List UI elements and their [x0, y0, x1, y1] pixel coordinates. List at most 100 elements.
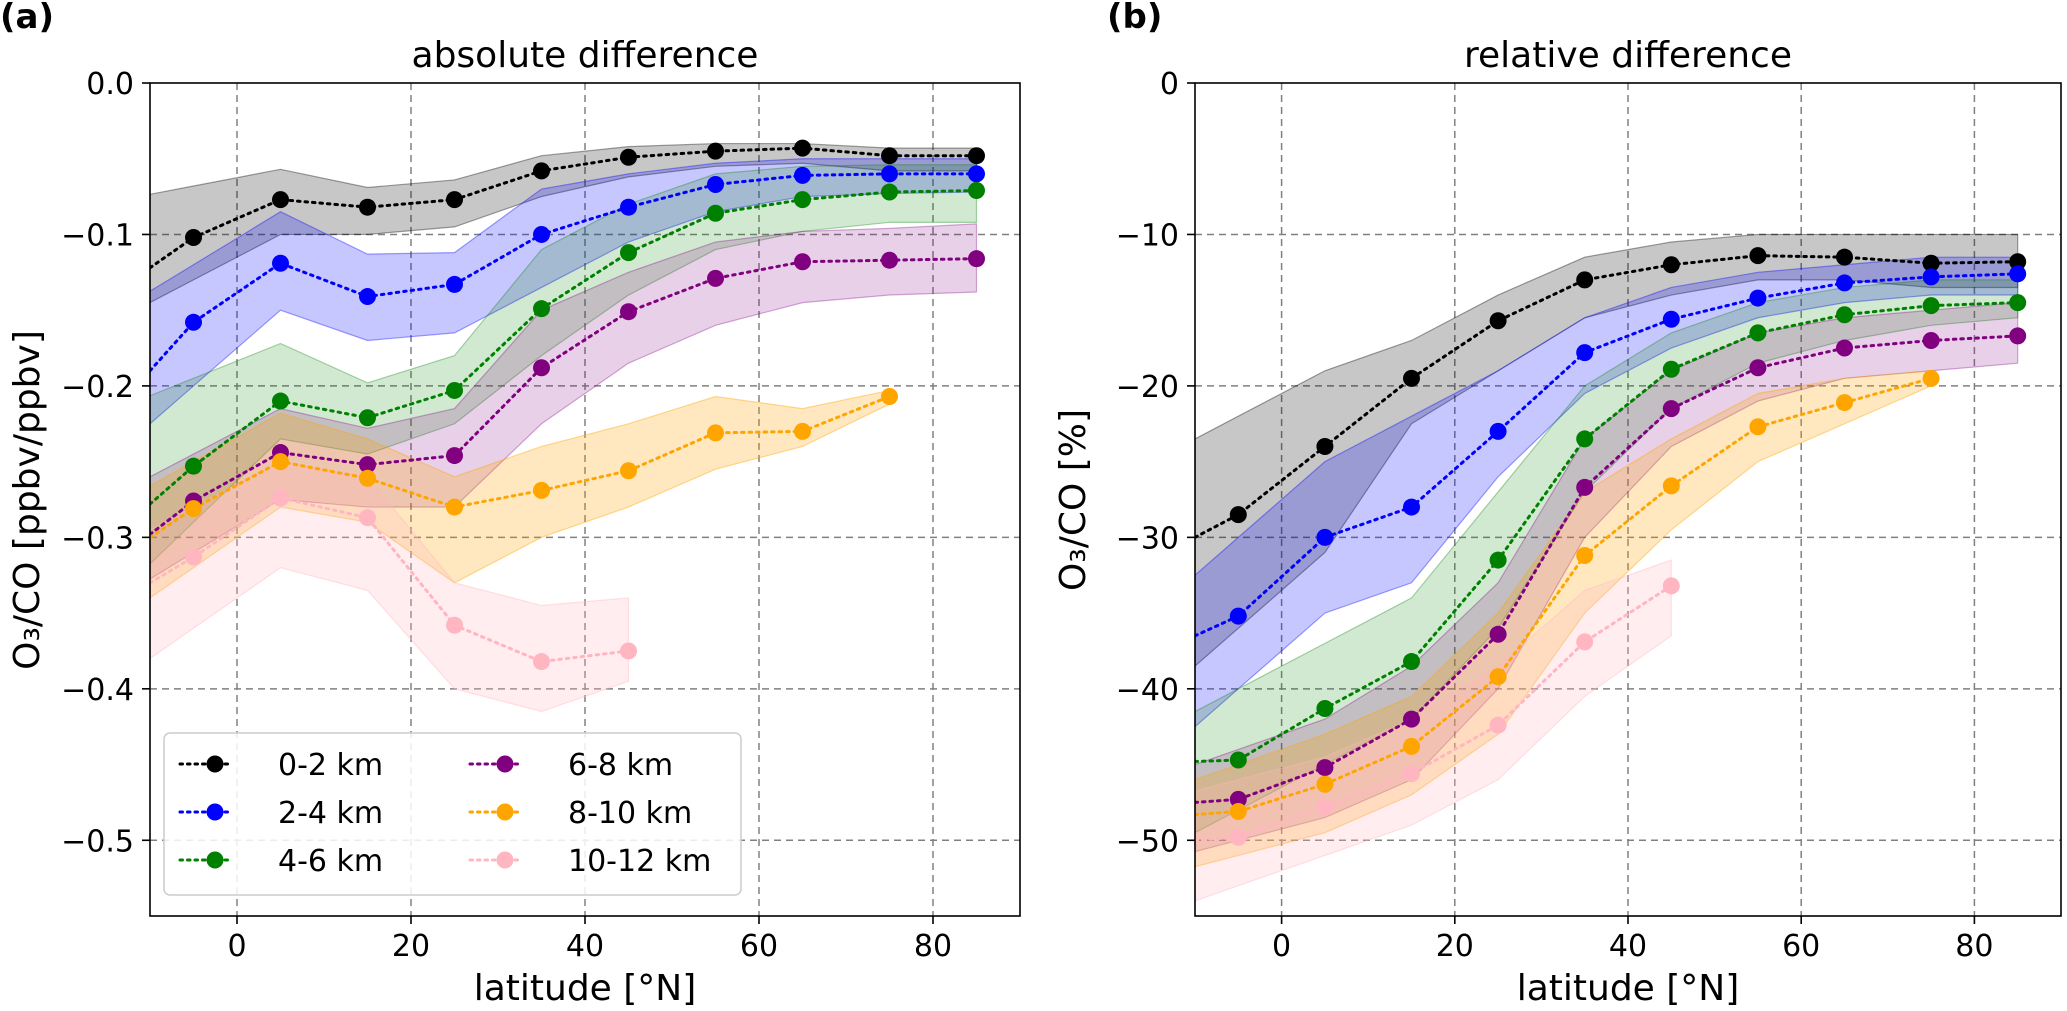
y-tick-label: −0.4 [61, 673, 134, 708]
point-0-2km [1316, 437, 1334, 455]
point-8-10km [620, 462, 637, 480]
point-4-6km [968, 182, 985, 200]
point-6-8km [446, 447, 463, 465]
point-2-4km [1229, 607, 1247, 625]
point-10-12km [272, 489, 289, 507]
point-0-2km [533, 162, 550, 180]
legend-entry: 8-10 km [468, 796, 692, 831]
point-6-8km [359, 456, 376, 474]
panel-relative-difference: (b) relative difference 0 20 40 60 80 0 −10 −2… [1053, 0, 2062, 1009]
y-tick-label: 0.0 [86, 67, 134, 102]
x-tick-label: 20 [1436, 929, 1474, 964]
point-4-6km [1489, 551, 1507, 569]
band-4-6km [150, 164, 978, 565]
point-6-8km [968, 250, 985, 268]
legend-entries: 0-2 km 2-4 km 4-6 km 6-8 km 8-10 km 10-12 km [178, 748, 711, 879]
point-4-6km [1836, 306, 1853, 324]
point-2-4km [1403, 498, 1420, 516]
point-10-12km [446, 616, 463, 634]
point-0-2km [1922, 254, 1940, 272]
point-2-4km [446, 275, 463, 293]
point-0-2km [359, 198, 376, 216]
point-2-4km [1836, 274, 1853, 292]
point-6-8km [1836, 339, 1853, 357]
point-0-2km [1489, 312, 1507, 330]
legend-marker [206, 851, 224, 869]
point-8-10km [1922, 369, 1940, 387]
point-8-10km [185, 500, 202, 518]
point-0-2km [1749, 247, 1767, 265]
legend-entry: 10-12 km [468, 844, 711, 879]
legend-marker [206, 755, 224, 773]
point-4-6km [794, 191, 811, 209]
x-axis-label: latitude [°N] [474, 968, 697, 1009]
line-8-10km [1195, 376, 1933, 817]
point-4-6km [533, 300, 550, 318]
point-6-8km [1576, 478, 1594, 496]
x-ticks: 0 20 40 60 80 [227, 916, 952, 964]
legend: 0-2 km 2-4 km 4-6 km 6-8 km 8-10 km 10-12 km [163, 732, 742, 896]
point-2-4km [707, 175, 724, 193]
point-2-4km [794, 166, 811, 184]
legend-marker [496, 851, 514, 869]
y-tick-label: −10 [1116, 218, 1179, 253]
point-8-10km [881, 388, 898, 406]
point-2-4km [185, 313, 202, 331]
y-tick-label: −0.3 [61, 521, 134, 556]
point-4-6km [1316, 700, 1334, 718]
point-4-6km [1662, 360, 1680, 378]
point-6-8km [1662, 400, 1680, 418]
point-4-6km [272, 392, 289, 410]
y-tick-label: −0.2 [61, 370, 134, 405]
point-2-4km [1662, 310, 1680, 328]
legend-entry: 2-4 km [178, 796, 383, 831]
point-8-10km [272, 453, 289, 471]
point-6-8km [707, 269, 724, 287]
point-6-8km [794, 253, 811, 271]
point-2-4km [968, 165, 985, 183]
point-4-6km [1229, 751, 1247, 769]
point-4-6km [359, 409, 376, 427]
y-tick-label: −0.5 [61, 824, 134, 859]
x-tick-label: 40 [1609, 929, 1647, 964]
uncertainty-bands [1195, 233, 2019, 902]
point-6-8km [2009, 327, 2027, 345]
x-tick-label: 20 [392, 929, 430, 964]
x-tick-label: 80 [914, 929, 952, 964]
legend-label: 0-2 km [278, 748, 383, 783]
point-0-2km [968, 147, 985, 165]
y-tick-label: −30 [1116, 521, 1179, 556]
point-0-2km [707, 142, 724, 160]
legend-label: 10-12 km [568, 844, 711, 879]
legend-marker [496, 803, 514, 821]
point-6-8km [1749, 359, 1767, 377]
legend-entry: 4-6 km [178, 844, 383, 879]
legend-label: 8-10 km [568, 796, 692, 831]
point-8-10km [359, 469, 376, 487]
x-ticks: 0 20 40 60 80 [1272, 916, 1993, 964]
point-4-6km [707, 204, 724, 222]
panel-letter: (a) [0, 0, 54, 37]
y-tick-label: −50 [1116, 824, 1179, 859]
point-10-12km [620, 642, 637, 660]
legend-label: 4-6 km [278, 844, 383, 879]
point-4-6km [1403, 653, 1420, 671]
point-6-8km [1403, 710, 1420, 728]
point-2-4km [1316, 528, 1334, 546]
y-ticks: 0 −10 −20 −30 −40 −50 [1116, 67, 1195, 859]
point-0-2km [446, 191, 463, 209]
point-2-4km [1749, 289, 1767, 307]
point-6-8km [881, 251, 898, 269]
x-tick-label: 40 [566, 929, 604, 964]
series-markers [1229, 247, 2027, 846]
x-axis-label: latitude [°N] [1517, 968, 1740, 1009]
point-10-12km [185, 548, 202, 566]
point-0-2km [2009, 253, 2027, 271]
point-4-6km [1749, 324, 1767, 342]
y-axis-label: O₃/CO [ppbv/ppbv] [7, 330, 48, 670]
y-tick-label: −40 [1116, 673, 1179, 708]
point-10-12km [1662, 577, 1680, 595]
x-tick-label: 0 [1272, 929, 1291, 964]
point-2-4km [2009, 265, 2027, 283]
